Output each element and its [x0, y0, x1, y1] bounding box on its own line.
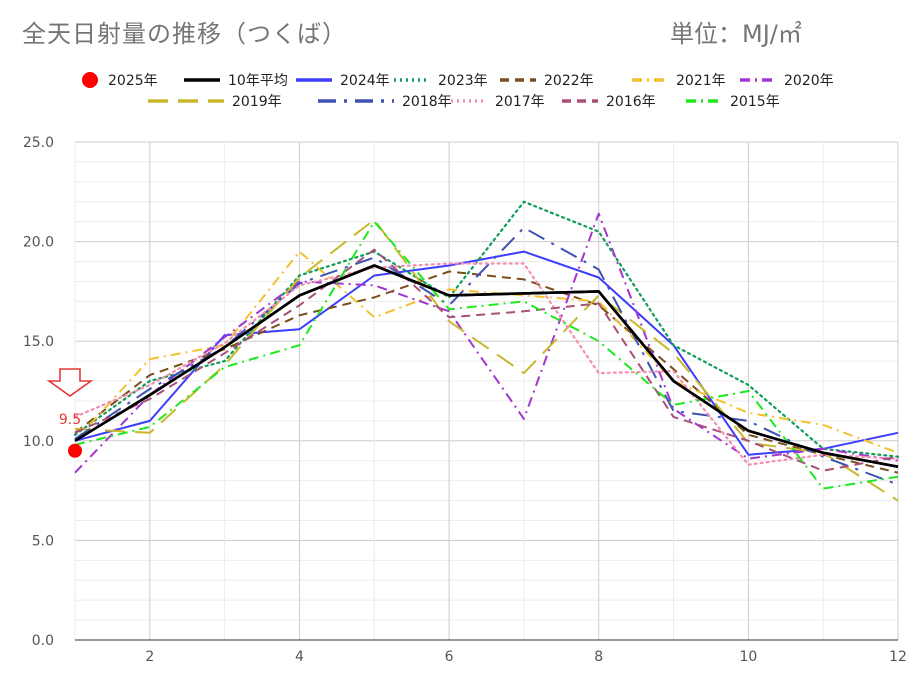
series-line-2: [74, 250, 899, 456]
x-tick-label: 2: [145, 649, 154, 665]
legend-label: 10年平均: [228, 73, 288, 89]
x-tick-label: 10: [739, 649, 757, 665]
legend-swatch: [82, 72, 98, 88]
data-point-marker: [68, 443, 82, 458]
x-tick-label: 12: [889, 649, 907, 665]
legend-label: 2024年: [340, 73, 390, 89]
series-line-3: [73, 200, 900, 458]
legend-label: 2023年: [438, 73, 488, 89]
unit-label: 単位：MJ/㎡: [670, 20, 802, 48]
annotation-label: 9.5: [59, 412, 81, 428]
x-tick-label: 6: [445, 649, 454, 665]
annotation: 9.5: [46, 368, 94, 428]
y-tick-label: 10.0: [23, 434, 54, 450]
series-line-6: [74, 212, 899, 474]
legend-label: 2020年: [784, 73, 834, 89]
axes: 0.0 5.0 10.0 15.0 20.0 25.0 2 4 6 8 10 12: [23, 135, 907, 665]
legend-label: 2019年: [232, 94, 282, 110]
x-tick-label: 4: [295, 649, 304, 665]
series-line-average-top: [74, 264, 899, 468]
y-tick-label: 5.0: [32, 533, 54, 549]
legend-label: 2018年: [402, 94, 452, 110]
legend-label: 2016年: [606, 94, 656, 110]
down-arrow-icon: [46, 368, 94, 397]
series-line-11: [74, 220, 899, 490]
series-line-9: [73, 262, 900, 466]
y-tick-label: 20.0: [23, 235, 54, 251]
legend: 2025年 10年平均 2024年 2023年 2022年 2021年 2020年 2019年…: [82, 72, 834, 110]
series-line-5: [74, 250, 899, 454]
legend-label: 2025年: [108, 73, 158, 89]
y-tick-label: 0.0: [32, 633, 54, 649]
legend-label: 2015年: [730, 94, 780, 110]
legend-label: 2022年: [544, 73, 594, 89]
legend-label: 2021年: [676, 73, 726, 89]
series-line-10: [74, 248, 899, 472]
series-lines: [68, 200, 900, 502]
grid: [74, 141, 899, 641]
y-tick-label: 25.0: [23, 135, 54, 151]
y-tick-label: 15.0: [23, 334, 54, 350]
chart-title: 全天日射量の推移（つくば）: [22, 20, 347, 48]
x-tick-label: 8: [594, 649, 603, 665]
legend-label: 2017年: [495, 94, 545, 110]
